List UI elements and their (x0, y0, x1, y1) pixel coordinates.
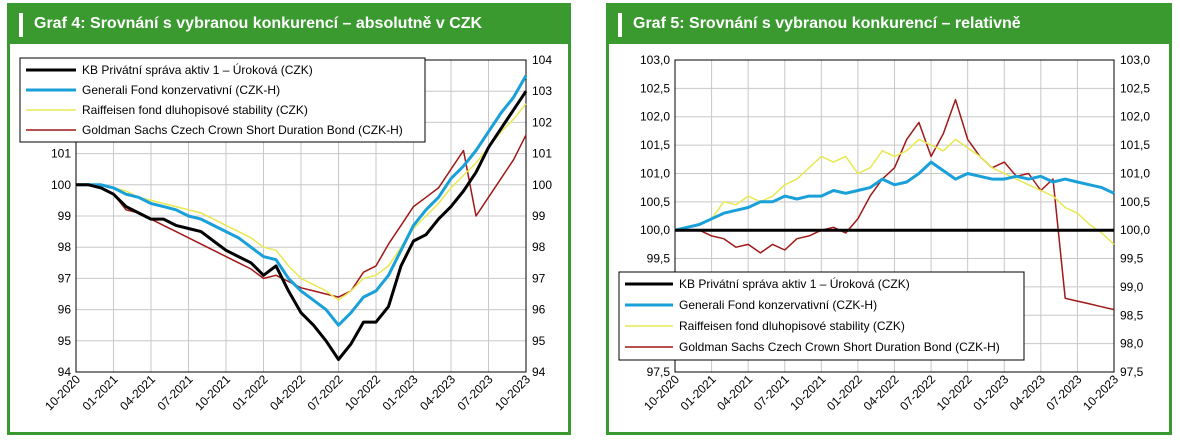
y-tick-label-left: 101 (51, 147, 71, 161)
y-tick-label-right: 98 (532, 240, 546, 254)
x-tick-label: 04-2022 (861, 372, 902, 413)
legend-box (19, 57, 426, 143)
x-tick-label: 04-2023 (1007, 372, 1048, 413)
x-tick-label: 07-2022 (305, 372, 346, 413)
y-tick-label-left: 100,0 (640, 223, 670, 237)
x-tick-label: 07-2023 (1043, 372, 1084, 413)
y-tick-label-right: 101,5 (1120, 138, 1150, 152)
y-tick-label-right: 102,0 (1120, 110, 1150, 124)
x-tick-label: 10-2021 (787, 372, 828, 413)
y-tick-label-left: 97 (58, 271, 72, 285)
chart-header: Graf 4: Srovnání s vybranou konkurencí –… (10, 6, 568, 44)
x-tick-label: 10-2023 (492, 372, 533, 413)
x-tick-label: 10-2022 (342, 372, 383, 413)
y-tick-label-left: 96 (58, 303, 72, 317)
chart-svg-absolute: 94 95 96 97 98 99 100 101 94 95 96 97 98 99 100 101 102 1… (19, 53, 552, 413)
legend-label: Raiffeisen fond dluhopisové stability (C… (82, 103, 308, 117)
series-line-2 (76, 103, 527, 301)
y-tick-label-left: 99 (58, 209, 72, 223)
x-tick-label: 01-2021 (80, 372, 121, 413)
legend-label: Generali Fond konzervativní (CZK-H) (82, 83, 280, 97)
legend-box (618, 271, 1025, 361)
y-tick-label-right: 95 (532, 334, 546, 348)
y-tick-label-right: 97 (532, 271, 546, 285)
y-tick-label-left: 97,5 (647, 365, 671, 379)
y-tick-label-right: 101,0 (1120, 166, 1150, 180)
chart-panel-absolute: Graf 4: Srovnání s vybranou konkurencí –… (7, 3, 571, 435)
y-tick-label-right: 101 (532, 147, 552, 161)
y-tick-label-left: 100 (51, 178, 71, 192)
header-accent-bar (19, 13, 23, 37)
legend-label: KB Privátní správa aktiv 1 – Úroková (CZ… (82, 62, 313, 77)
x-tick-label: 01-2023 (380, 372, 421, 413)
y-tick-label-left: 95 (58, 334, 72, 348)
y-tick-label-right: 99 (532, 209, 546, 223)
y-tick-label-right: 103 (532, 84, 552, 98)
x-tick-label: 10-2021 (192, 372, 233, 413)
y-tick-label-right: 102,5 (1120, 81, 1150, 95)
legend-label: Raiffeisen fond dluhopisové stability (C… (679, 319, 905, 333)
x-tick-label: 07-2021 (155, 372, 196, 413)
y-tick-label-right: 97,5 (1120, 365, 1144, 379)
y-tick-label-right: 100,5 (1120, 195, 1150, 209)
y-tick-label-right: 103,0 (1120, 53, 1150, 67)
x-tick-label: 10-2022 (934, 372, 975, 413)
y-tick-label-left: 100,5 (640, 195, 670, 209)
y-tick-label-right: 94 (532, 365, 546, 379)
y-tick-label-left: 101,5 (640, 138, 670, 152)
legend-label: Goldman Sachs Czech Crown Short Duration… (82, 123, 403, 137)
chart-title: Graf 4: Srovnání s vybranou konkurencí –… (34, 15, 483, 32)
y-tick-label-left: 98 (58, 240, 72, 254)
series-line-1 (76, 74, 528, 327)
x-tick-label: 07-2023 (455, 372, 496, 413)
x-tick-label: 07-2021 (751, 372, 792, 413)
y-tick-label-left: 94 (58, 365, 72, 379)
y-tick-label-right: 100,0 (1120, 223, 1150, 237)
x-tick-label: 01-2021 (678, 372, 719, 413)
x-tick-label: 04-2021 (714, 372, 755, 413)
y-tick-label-right: 99,0 (1120, 280, 1144, 294)
series-line-0 (76, 90, 528, 361)
chart-header: Graf 5: Srovnání s vybranou konkurencí –… (609, 6, 1169, 44)
y-tick-label-right: 98,5 (1120, 308, 1144, 322)
y-tick-label-right: 96 (532, 303, 546, 317)
x-tick-label: 04-2021 (117, 372, 158, 413)
legend-label: KB Privátní správa aktiv 1 – Úroková (CZ… (679, 276, 910, 291)
header-accent-bar (618, 13, 622, 37)
y-tick-label-left: 102,0 (640, 110, 670, 124)
plot-frame (674, 59, 1115, 373)
legend-label: Generali Fond konzervativní (CZK-H) (679, 298, 877, 312)
x-tick-label: 01-2022 (230, 372, 271, 413)
y-tick-label-right: 98,0 (1120, 337, 1144, 351)
y-tick-label-left: 99,5 (647, 252, 671, 266)
x-tick-label: 07-2022 (897, 372, 938, 413)
series-line-2 (674, 138, 1115, 245)
y-tick-label-right: 100 (532, 178, 552, 192)
chart-panel-relative: Graf 5: Srovnání s vybranou konkurencí –… (606, 3, 1172, 435)
chart-svg-relative: 97,5 98,0 98,5 99,0 99,5 100,0 100,5 101,0 101,5… (618, 53, 1150, 413)
y-tick-label-right: 104 (532, 53, 552, 67)
y-tick-label-left: 102,5 (640, 81, 670, 95)
legend-label: Goldman Sachs Czech Crown Short Duration… (679, 340, 1000, 354)
y-tick-label-left: 103,0 (640, 53, 670, 67)
chart-title: Graf 5: Srovnání s vybranou konkurencí –… (633, 15, 1021, 32)
x-tick-label: 01-2022 (824, 372, 865, 413)
x-tick-label: 01-2023 (970, 372, 1011, 413)
x-tick-label: 10-2023 (1080, 372, 1121, 413)
y-tick-label-right: 102 (532, 115, 552, 129)
y-tick-label-left: 101,0 (640, 166, 670, 180)
x-tick-label: 04-2023 (417, 372, 458, 413)
y-tick-label-right: 99,5 (1120, 252, 1144, 266)
x-tick-label: 04-2022 (267, 372, 308, 413)
series-line-1 (674, 160, 1115, 232)
